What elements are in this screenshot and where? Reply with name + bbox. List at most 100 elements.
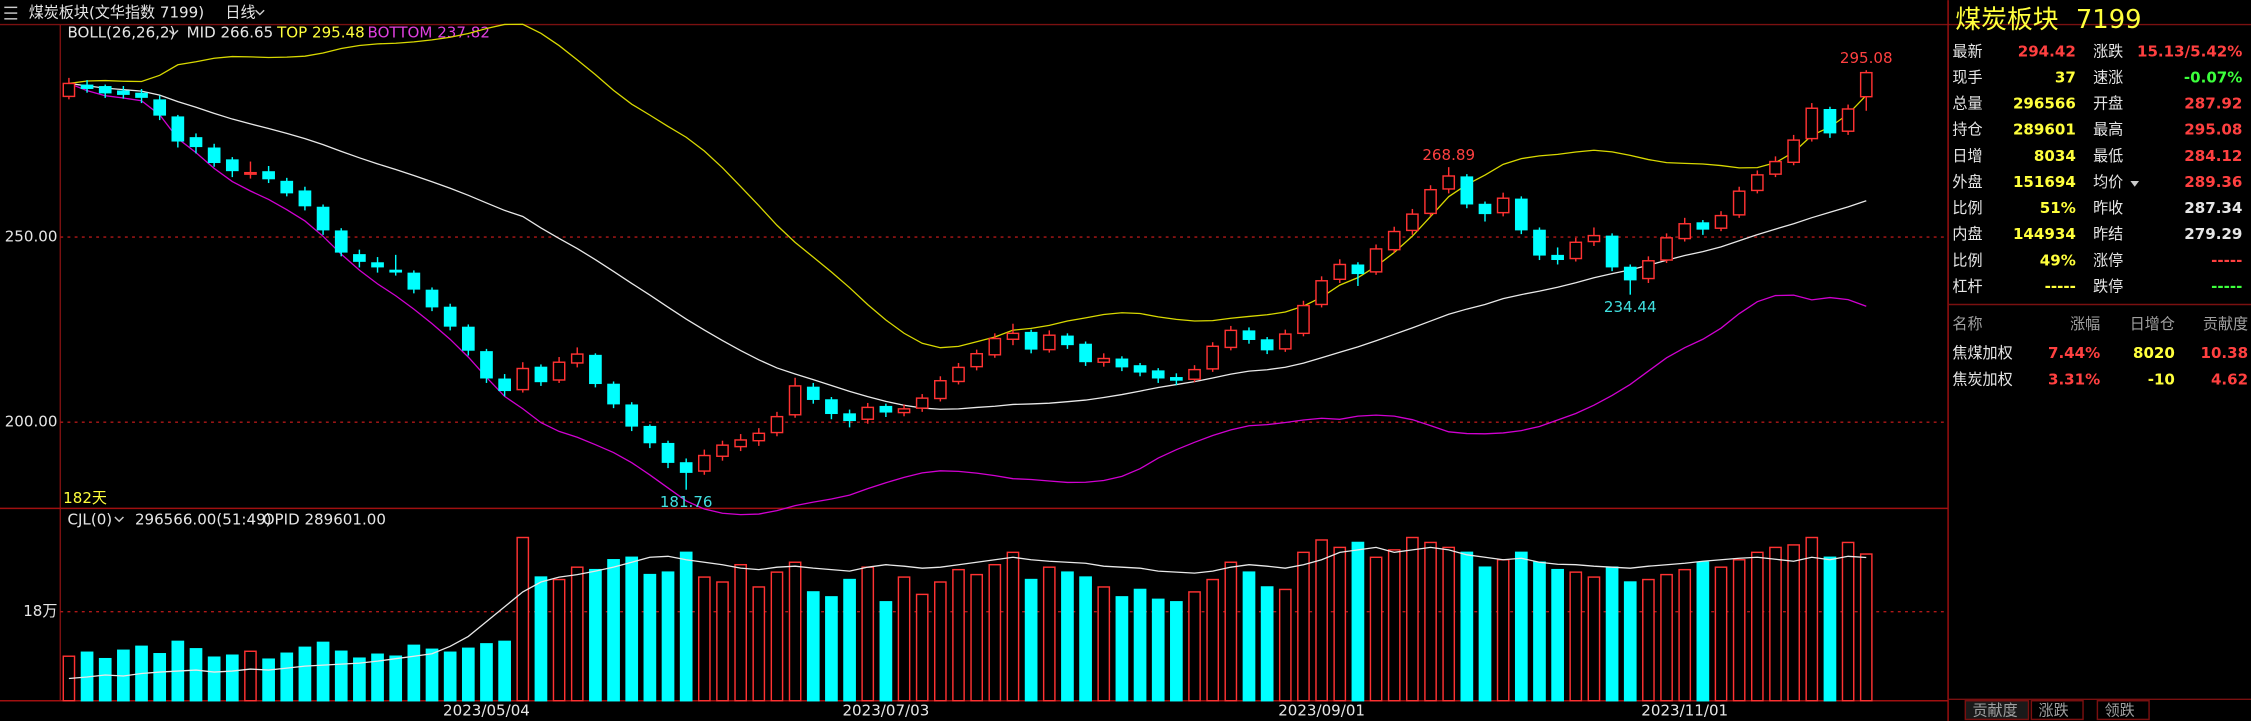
volume-bar	[1424, 541, 1437, 702]
volume-bar	[1406, 536, 1419, 702]
candle-body	[516, 367, 530, 391]
volume-bar	[806, 591, 820, 702]
candle-body	[788, 385, 802, 416]
candle-body	[443, 306, 457, 327]
candle-body	[298, 190, 312, 207]
volume-bar	[98, 657, 112, 702]
volume-bar	[970, 573, 984, 702]
candle-body	[1533, 229, 1546, 256]
candle-body	[734, 439, 747, 448]
candle-body	[425, 289, 439, 308]
candle-body	[661, 442, 675, 463]
candle-body	[1170, 377, 1183, 381]
volume-bar	[988, 563, 1002, 702]
candle-body	[1605, 235, 1619, 268]
candle-body	[861, 406, 875, 420]
candle-body	[1750, 174, 1764, 192]
related-header: 贡献度	[2203, 315, 2248, 333]
volume-bar	[443, 651, 457, 702]
menu-icon[interactable]	[4, 6, 18, 20]
quote-value: 15.13/5.42%	[2137, 42, 2242, 60]
volume-bar	[207, 656, 221, 702]
candle-body	[1678, 223, 1692, 240]
volume-bar	[353, 657, 366, 702]
volume-bar	[1714, 566, 1728, 702]
volume-bar	[1151, 598, 1165, 702]
related-header: 日增仓	[2130, 315, 2175, 333]
candle-body	[353, 254, 366, 262]
candle-body	[1769, 160, 1782, 175]
candle-body	[262, 171, 275, 180]
candle-body	[1460, 176, 1474, 205]
candle-body	[1006, 332, 1020, 340]
period-selector[interactable]: 日线	[225, 4, 255, 22]
candle-body	[171, 116, 185, 142]
volume-bar	[570, 566, 584, 702]
candle-body	[207, 147, 221, 164]
volume-bar	[825, 596, 838, 702]
volume-bar	[1460, 551, 1474, 702]
x-tick-label: 2023/11/01	[1641, 701, 1728, 719]
candle-body	[498, 378, 511, 392]
quote-label: 日增	[1952, 147, 1982, 165]
tab-label[interactable]: 贡献度	[1972, 701, 2017, 719]
candle-body	[371, 262, 384, 268]
related-cell: 3.31%	[2048, 370, 2100, 388]
volume-bar	[262, 658, 275, 702]
dropdown-icon[interactable]	[2130, 181, 2140, 187]
boll-mid-label: MID 266.65	[187, 24, 274, 42]
quote-label: 最高	[2093, 121, 2123, 139]
tab[interactable]	[1964, 700, 2030, 721]
quote-code: 7199	[2076, 5, 2142, 35]
quote-label: 杠杆	[1952, 277, 1982, 295]
candle-body	[480, 351, 493, 379]
volume-bar	[589, 568, 602, 702]
volume-bar	[516, 536, 530, 702]
candle-body	[843, 413, 856, 422]
tab-label[interactable]: 领跌	[2105, 701, 2135, 719]
volume-bar	[716, 581, 729, 702]
candle-body	[1514, 198, 1528, 231]
opid-value: OPID 289601.00	[263, 510, 386, 528]
tab-label[interactable]: 涨跌	[2039, 701, 2069, 719]
quote-label: 昨结	[2093, 225, 2123, 243]
candle-body	[897, 408, 911, 414]
volume-bar	[225, 654, 239, 702]
volume-bar	[861, 566, 875, 702]
quote-value: 8034	[2034, 147, 2076, 165]
quote-label: 跌停	[2093, 277, 2123, 295]
tab[interactable]	[2030, 700, 2084, 721]
candle-body	[625, 404, 639, 427]
volume-bar	[1750, 551, 1764, 702]
volume-bar	[697, 576, 711, 702]
volume-bar	[643, 573, 657, 702]
volume-bar	[1115, 596, 1129, 702]
x-tick-label: 2023/07/03	[842, 701, 929, 719]
volume-bar	[1787, 544, 1800, 702]
candle-body	[1260, 339, 1274, 351]
candle-body	[552, 361, 566, 381]
quote-value: 37	[2055, 68, 2076, 86]
candle-body	[461, 326, 475, 351]
quote-title: 煤炭板块	[1955, 5, 2058, 35]
candle-body	[334, 230, 348, 253]
quote-value: -----	[2045, 277, 2076, 295]
candle-body	[697, 454, 711, 472]
quote-value: 151694	[2013, 173, 2076, 191]
tab[interactable]	[2096, 700, 2150, 721]
volume-bar	[280, 652, 294, 702]
chevron	[168, 29, 179, 36]
volume-bar	[1642, 578, 1655, 702]
volume-bar	[1660, 573, 1673, 702]
volume-bar	[480, 643, 493, 702]
volume-bar	[843, 578, 856, 702]
volume-bar	[1333, 546, 1347, 702]
volume-bar	[1678, 568, 1692, 702]
quote-label: 均价	[2093, 173, 2123, 191]
candle-body	[570, 353, 584, 364]
volume-bar	[1024, 578, 1038, 702]
quote-label: 涨停	[2093, 251, 2123, 269]
candle-body	[1115, 358, 1129, 368]
quote-value: 295.08	[2184, 121, 2242, 139]
